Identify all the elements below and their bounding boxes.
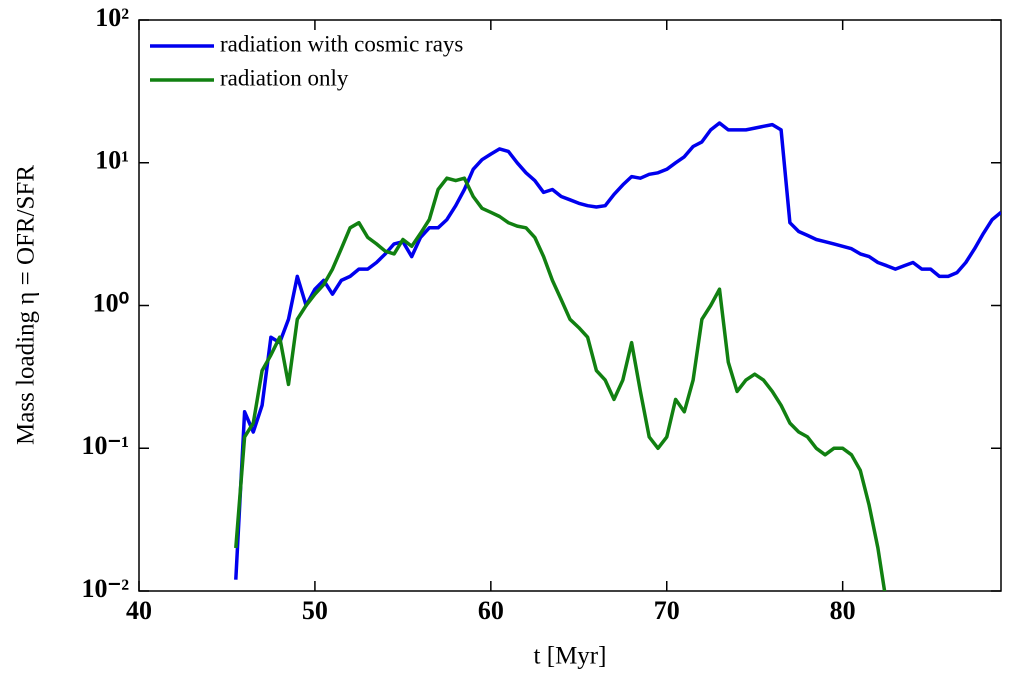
plot-frame [138,19,1002,592]
y-tick-label: 10⁻¹ [81,431,129,460]
x-tick-label: 80 [830,596,856,625]
y-axis-label: Mass loading η = OFR/SFR [13,165,40,445]
y-tick-label: 10⁻² [81,574,129,603]
y-tick-label: 10¹ [95,146,129,175]
legend-label: radiation with cosmic rays [220,31,463,56]
x-tick-label: 50 [302,596,328,625]
x-axis-label: t [Myr] [534,643,607,670]
series-line [234,176,887,591]
y-tick-label: 10⁰ [93,288,129,317]
series-line [234,121,1001,580]
x-tick-label: 40 [126,596,152,625]
legend-label: radiation only [220,65,349,90]
x-tick-label: 70 [654,596,680,625]
y-tick-label: 10² [95,3,129,32]
x-tick-label: 60 [478,596,504,625]
